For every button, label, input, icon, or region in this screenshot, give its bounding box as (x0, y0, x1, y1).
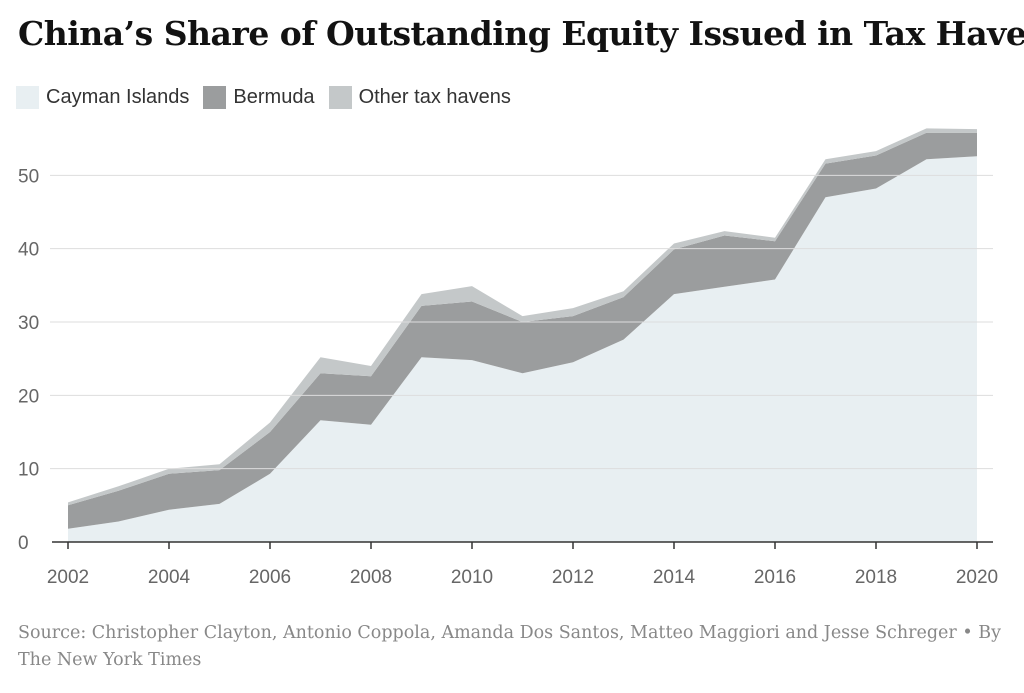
x-tick-label-2020: 2020 (956, 567, 998, 588)
x-tick-label-2004: 2004 (148, 567, 191, 588)
y-tick-label-20: 20 (18, 386, 39, 407)
legend-swatch-cayman-islands (16, 85, 39, 109)
legend-label-bermuda: Bermuda (233, 85, 315, 108)
area-other-tax-havens (68, 128, 977, 506)
x-tick-label-2002: 2002 (47, 567, 89, 588)
x-tick-label-2012: 2012 (552, 567, 594, 588)
source-note: Source: Christopher Clayton, Antonio Cop… (18, 623, 1001, 670)
x-tick-label-2014: 2014 (653, 567, 696, 588)
y-tick-label-30: 30 (18, 313, 39, 334)
area-cayman-islands (68, 156, 977, 543)
legend-item-cayman-islands: Cayman Islands (16, 85, 190, 109)
legend: Cayman Islands Bermuda Other tax havens (16, 84, 525, 110)
x-tick-label-2016: 2016 (754, 567, 796, 588)
x-tick-label-2006: 2006 (249, 567, 291, 588)
chart-title: China’s Share of Outstanding Equity Issu… (18, 14, 1024, 53)
legend-swatch-other-tax-havens (328, 85, 352, 109)
x-tick-label-2018: 2018 (855, 567, 897, 588)
legend-item-other-tax-havens: Other tax havens (328, 85, 511, 109)
y-tick-label-10: 10 (18, 460, 39, 481)
x-tick-label-2008: 2008 (350, 567, 392, 588)
legend-item-bermuda: Bermuda (203, 85, 315, 109)
x-tick-label-2010: 2010 (451, 567, 493, 588)
y-tick-label-0: 0 (18, 533, 29, 554)
legend-label-other-tax-havens: Other tax havens (358, 85, 511, 108)
y-tick-label-50: 50 (18, 166, 39, 187)
legend-swatch-bermuda (203, 85, 227, 109)
legend-label-cayman-islands: Cayman Islands (46, 85, 190, 108)
area-bermuda (68, 132, 977, 529)
y-tick-label-40: 40 (18, 240, 39, 261)
